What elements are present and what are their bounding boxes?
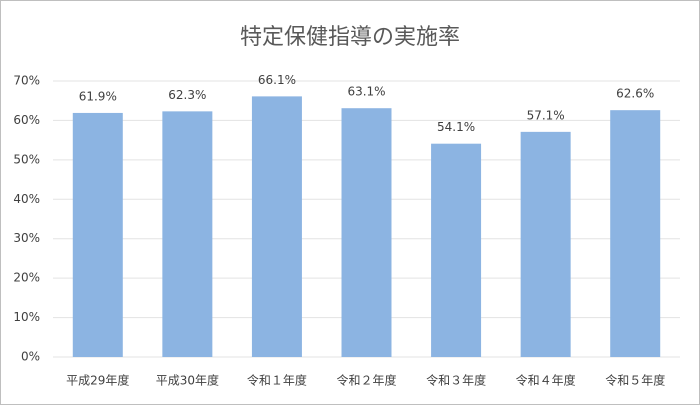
y-tick-label: 30% bbox=[13, 231, 40, 245]
bar bbox=[162, 111, 213, 357]
y-tick-label: 40% bbox=[13, 192, 40, 206]
data-label: 62.3% bbox=[168, 88, 206, 102]
bar bbox=[610, 110, 661, 357]
y-tick-label: 70% bbox=[13, 74, 40, 88]
x-tick-label: 平成30年度 bbox=[156, 373, 219, 388]
data-label: 66.1% bbox=[258, 73, 296, 87]
x-tick-label: 令和４年度 bbox=[516, 373, 576, 388]
bar bbox=[251, 96, 302, 358]
data-label: 62.6% bbox=[616, 87, 654, 101]
y-tick-label: 20% bbox=[13, 271, 40, 285]
x-tick-label: 平成29年度 bbox=[66, 373, 129, 388]
bar bbox=[72, 112, 123, 358]
data-label: 61.9% bbox=[79, 89, 117, 103]
y-tick-label: 50% bbox=[13, 152, 40, 166]
x-tick-label: 令和２年度 bbox=[336, 373, 396, 388]
data-label: 54.1% bbox=[437, 120, 475, 134]
x-tick-label: 令和１年度 bbox=[247, 373, 307, 388]
y-tick-label: 10% bbox=[13, 310, 40, 324]
bar bbox=[431, 143, 482, 357]
x-tick-label: 令和５年度 bbox=[605, 373, 665, 388]
chart-title: 特定保健指導の実施率 bbox=[240, 25, 460, 50]
y-tick-label: 60% bbox=[13, 113, 40, 127]
x-tick-label: 令和３年度 bbox=[426, 373, 486, 388]
data-label: 57.1% bbox=[527, 108, 565, 122]
bar bbox=[341, 108, 392, 357]
bar bbox=[520, 131, 571, 357]
y-tick-label: 0% bbox=[21, 350, 40, 364]
data-label: 63.1% bbox=[347, 85, 385, 99]
